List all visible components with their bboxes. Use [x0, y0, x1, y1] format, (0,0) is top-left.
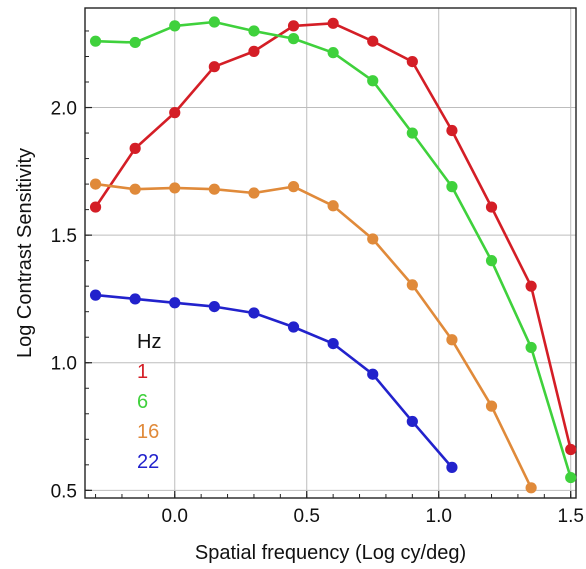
data-point	[89, 201, 102, 213]
data-point	[129, 293, 141, 305]
series-6-hz	[89, 16, 577, 484]
data-point	[327, 337, 339, 350]
data-point	[129, 142, 141, 154]
x-tick-label: 1.5	[558, 506, 584, 527]
data-point	[169, 20, 181, 32]
data-point	[367, 368, 379, 380]
data-point	[406, 279, 418, 291]
data-point	[248, 187, 260, 199]
data-point	[485, 400, 498, 412]
data-point	[287, 33, 300, 45]
data-point	[485, 201, 498, 213]
x-axis-label: Spatial frequency (Log cy/deg)	[195, 542, 466, 564]
data-point	[327, 17, 339, 29]
y-tick-label: 1.5	[51, 226, 77, 247]
data-point	[327, 47, 339, 59]
data-point	[446, 124, 458, 137]
legend-entry: 6	[137, 391, 148, 413]
data-point	[169, 297, 181, 309]
data-point	[248, 307, 260, 319]
data-point	[485, 255, 498, 267]
data-point	[129, 183, 141, 195]
axis-ticks: 0.0 0.5 1.0 1.5 0.5 1.0 1.5 2.0	[51, 30, 584, 527]
legend-title: Hz	[137, 331, 161, 353]
data-point	[129, 36, 141, 49]
data-point	[565, 471, 577, 484]
data-point	[367, 35, 379, 47]
data-point	[208, 183, 220, 195]
series-line	[95, 293, 453, 469]
data-point	[367, 75, 379, 87]
data-point	[525, 482, 537, 494]
data-point	[446, 461, 458, 473]
data-point	[248, 45, 260, 57]
y-tick-label: 0.5	[51, 481, 77, 502]
plot-frame	[84, 7, 577, 499]
data-point	[169, 182, 181, 194]
y-tick-label: 2.0	[51, 99, 77, 120]
data-point	[208, 300, 220, 313]
data-point	[287, 20, 300, 32]
series-line	[94, 21, 572, 450]
data-point	[248, 25, 260, 37]
y-axis-label: Log Contrast Sensitivity	[14, 148, 36, 358]
legend-entry: 16	[137, 421, 159, 443]
series-22-hz	[89, 289, 458, 473]
data-point	[208, 16, 220, 28]
x-tick-label: 0.5	[294, 506, 320, 527]
legend-entry: 22	[137, 451, 159, 473]
data-point	[406, 55, 418, 68]
data-point	[446, 334, 458, 346]
grid	[85, 8, 576, 498]
data-point	[169, 107, 181, 119]
data-point	[89, 178, 102, 190]
data-point	[525, 280, 537, 292]
data-point	[327, 200, 339, 212]
data-point	[565, 443, 577, 456]
series-line	[95, 182, 533, 489]
data-point	[287, 321, 300, 333]
data-point	[89, 35, 102, 47]
data-point	[406, 127, 418, 139]
series-layer	[89, 16, 577, 494]
x-tick-label: 1.0	[426, 506, 452, 527]
series-1-hz	[89, 17, 577, 456]
series-line	[95, 20, 572, 478]
series-16-hz	[89, 178, 537, 494]
legend-entry: 1	[137, 361, 148, 383]
x-tick-label: 0.0	[162, 506, 188, 527]
data-point	[525, 341, 537, 354]
data-point	[367, 233, 379, 245]
data-point	[208, 61, 220, 73]
data-point	[89, 289, 102, 301]
data-point	[446, 181, 458, 193]
y-tick-label: 1.0	[51, 354, 77, 375]
data-point	[287, 181, 300, 193]
data-point	[406, 415, 418, 428]
